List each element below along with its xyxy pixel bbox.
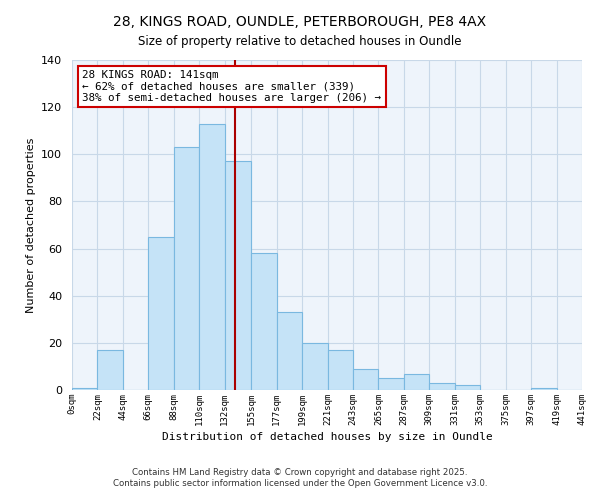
Text: 28 KINGS ROAD: 141sqm
← 62% of detached houses are smaller (339)
38% of semi-det: 28 KINGS ROAD: 141sqm ← 62% of detached … — [82, 70, 381, 103]
Bar — [72, 388, 97, 390]
Bar — [302, 343, 328, 390]
Bar — [353, 369, 379, 390]
Text: 28, KINGS ROAD, OUNDLE, PETERBOROUGH, PE8 4AX: 28, KINGS ROAD, OUNDLE, PETERBOROUGH, PE… — [113, 15, 487, 29]
Bar — [277, 312, 302, 390]
Bar — [174, 147, 199, 390]
Bar — [97, 350, 123, 390]
Bar — [251, 254, 277, 390]
Text: Contains HM Land Registry data © Crown copyright and database right 2025.
Contai: Contains HM Land Registry data © Crown c… — [113, 468, 487, 487]
Bar — [199, 124, 224, 390]
Bar — [404, 374, 430, 390]
Bar — [328, 350, 353, 390]
Bar — [455, 386, 480, 390]
Bar — [430, 383, 455, 390]
Text: Size of property relative to detached houses in Oundle: Size of property relative to detached ho… — [138, 35, 462, 48]
Y-axis label: Number of detached properties: Number of detached properties — [26, 138, 35, 312]
X-axis label: Distribution of detached houses by size in Oundle: Distribution of detached houses by size … — [161, 432, 493, 442]
Bar — [224, 162, 251, 390]
Bar — [148, 237, 174, 390]
Bar — [379, 378, 404, 390]
Bar — [531, 388, 557, 390]
